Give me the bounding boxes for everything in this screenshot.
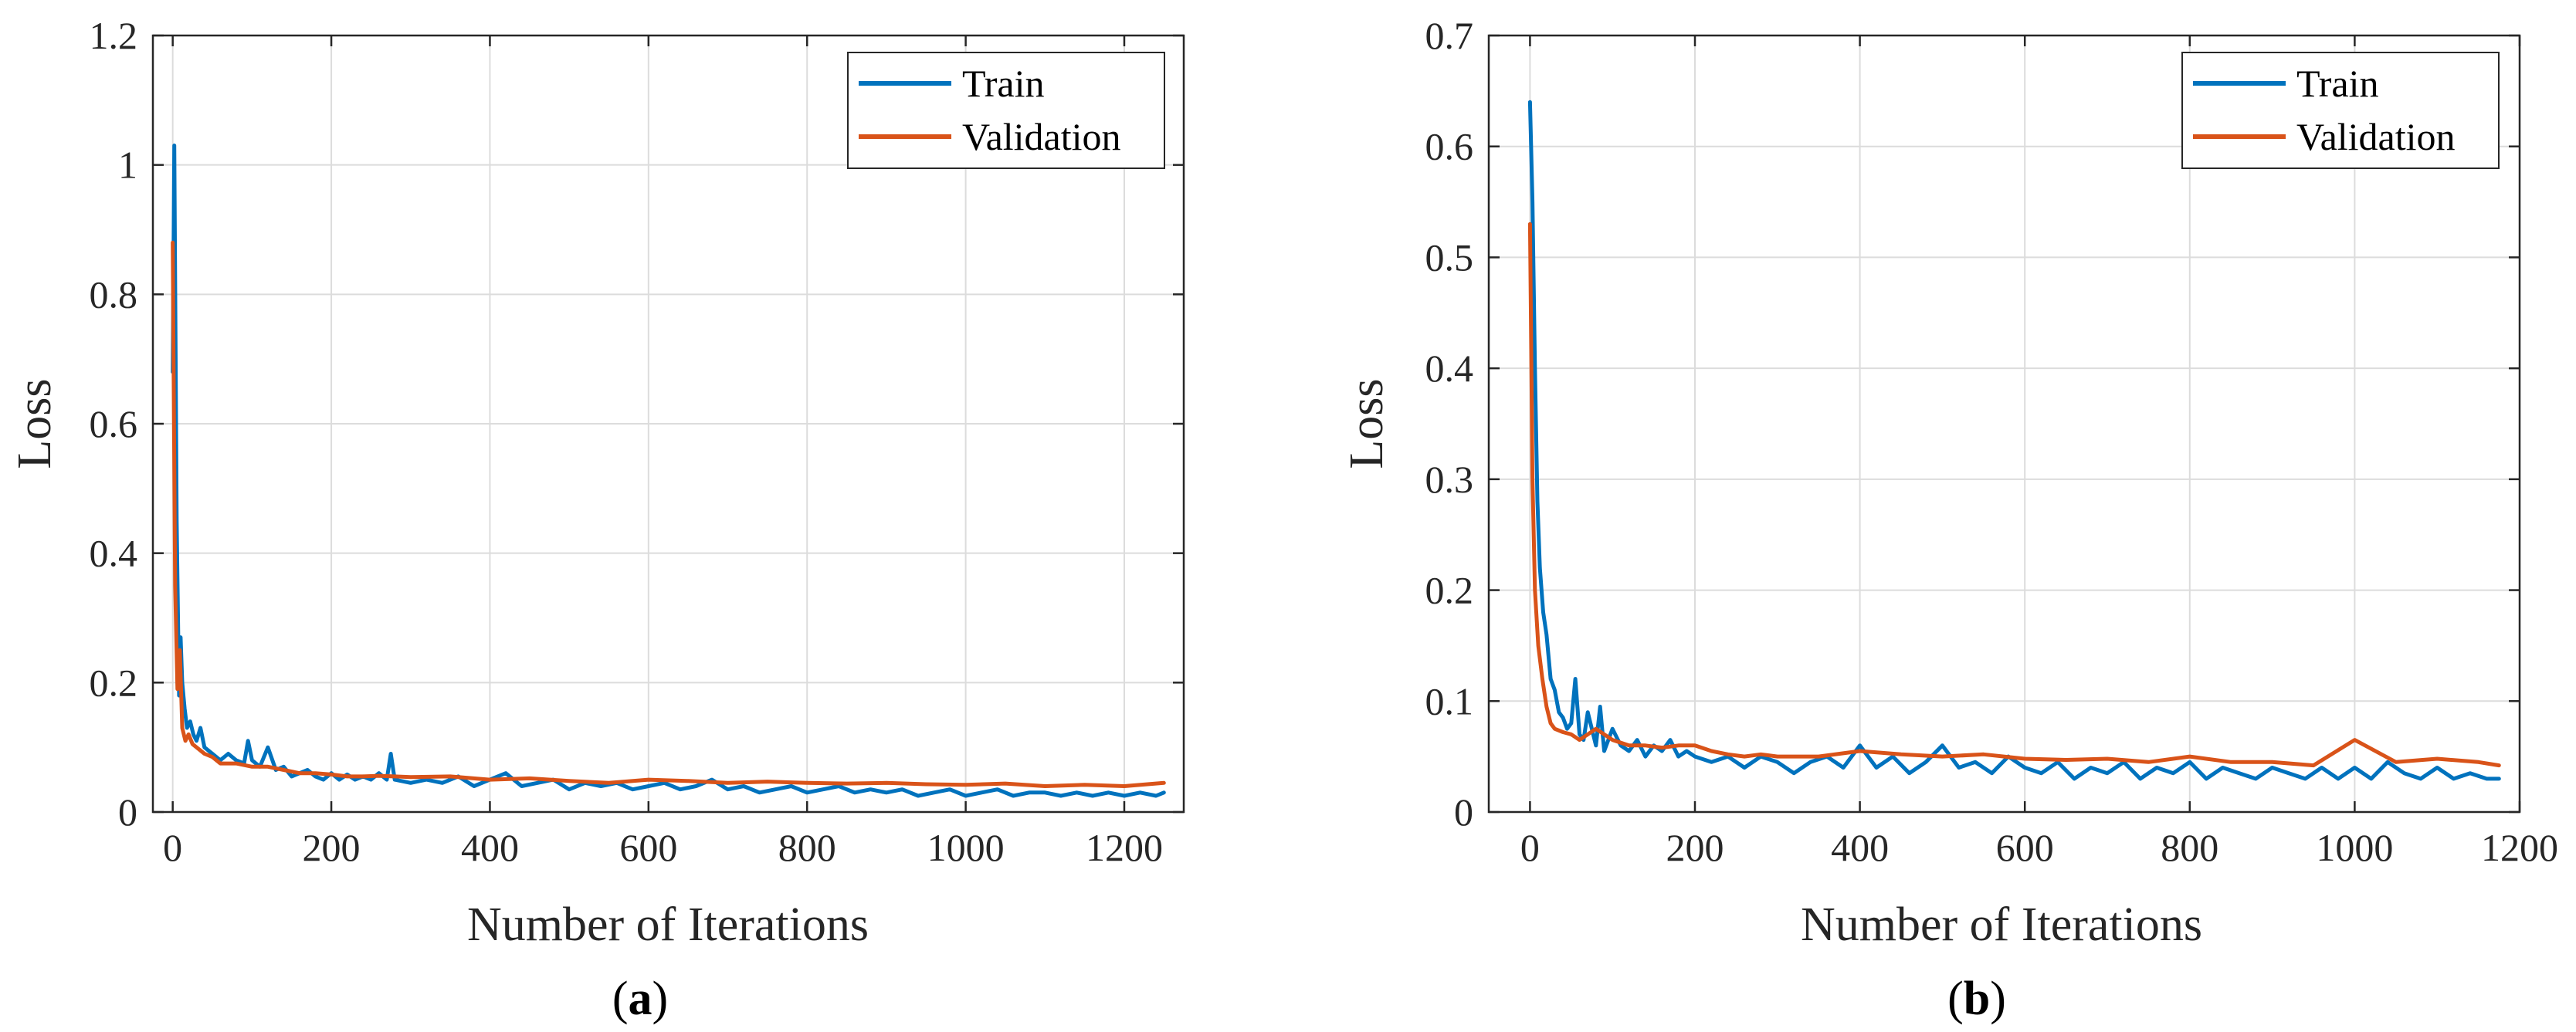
panel-a-series-validation-line (171, 240, 1166, 788)
panel-b-ytick-label: 0.5 (1425, 235, 1474, 279)
panel-a-caption: (a) (612, 973, 668, 1025)
panel-b-xtick-label: 0 (1520, 826, 1540, 869)
panel-b-caption-letter: b (1964, 973, 1990, 1025)
panel-a-xtick-label: 400 (461, 826, 519, 869)
panel-a-ytick-label: 0.2 (90, 661, 138, 704)
panel-b-series (1527, 100, 2501, 781)
panel-a-legend: Train Validation (847, 52, 1165, 169)
panel-b-xlabel: Number of Iterations (1801, 898, 2202, 951)
panel-a: 0 200 400 600 800 1000 1200 0 0.2 0.4 0.6 0.8 1 1.2 T… (8, 14, 1185, 1025)
panel-a-xtick-label: 800 (778, 826, 836, 869)
panel-b-xtick-label: 1000 (2316, 826, 2393, 869)
panel-b-xtick-label: 400 (1831, 826, 1889, 869)
panel-b-legend-validation-label: Validation (2296, 115, 2456, 158)
panel-b-legend-train-label: Train (2296, 62, 2379, 105)
panel-b-ytick-label: 0 (1454, 790, 1473, 834)
panel-b-ylabel: Loss (1341, 378, 1393, 469)
panel-a-ytick-label: 0.6 (90, 402, 138, 445)
panel-b-ticks: 0 200 400 600 800 1000 1200 0 0.1 0.2 0.3 0.4 0.5 0.6… (1425, 14, 2559, 869)
panel-b-ytick-label: 0.4 (1425, 347, 1474, 390)
panel-b-xtick-label: 1200 (2481, 826, 2558, 869)
panel-a-caption-letter: a (629, 973, 652, 1025)
panel-b-xtick-label: 600 (1996, 826, 2054, 869)
panel-a-ytick-label: 0.4 (90, 532, 138, 575)
panel-b-legend-box (2181, 52, 2500, 169)
panel-a-legend-train-label: Train (962, 62, 1045, 105)
panel-b-series-train-line (1527, 100, 2501, 781)
panel-a-xtick-label: 200 (303, 826, 361, 869)
panel-a-series-train-line (171, 144, 1166, 798)
panel-b-ytick-label: 0.3 (1425, 458, 1474, 501)
panel-b-ytick-label: 0.6 (1425, 125, 1474, 168)
panel-a-xtick-label: 600 (619, 826, 677, 869)
panel-b-grid (1489, 35, 2520, 813)
panel-b-axes-box (1487, 34, 2521, 814)
panel-a-legend-box (847, 52, 1165, 169)
panel-b-ytick-label: 0.7 (1425, 14, 1474, 57)
panel-a-ylabel: Loss (8, 378, 61, 469)
panel-b: 0 200 400 600 800 1000 1200 0 0.1 0.2 0.3 0.4 0.5 0.6… (1341, 14, 2558, 1025)
panel-b-xtick-label: 800 (2161, 826, 2218, 869)
panel-a-xtick-label: 1000 (927, 826, 1005, 869)
panel-a-legend-validation-label: Validation (962, 115, 1121, 158)
panel-b-legend: Train Validation (2181, 52, 2500, 169)
panel-b-series-validation-line (1527, 222, 2501, 768)
panel-a-series (171, 144, 1166, 798)
panel-b-ytick-label: 0.2 (1425, 569, 1474, 612)
panel-a-ytick-label: 1 (118, 144, 137, 187)
panel-a-ytick-label: 1.2 (90, 14, 138, 57)
panel-a-xtick-label: 1200 (1086, 826, 1163, 869)
panel-a-ticks: 0 200 400 600 800 1000 1200 0 0.2 0.4 0.6 0.8 1 1.2 (90, 14, 1184, 869)
panel-b-caption: (b) (1947, 973, 2006, 1025)
panel-a-xtick-label: 0 (163, 826, 182, 869)
panel-b-ytick-label: 0.1 (1425, 679, 1474, 722)
panel-a-ytick-label: 0 (118, 790, 137, 834)
panel-a-xlabel: Number of Iterations (467, 898, 869, 951)
panel-a-ytick-label: 0.8 (90, 272, 138, 316)
panel-b-xtick-label: 200 (1666, 826, 1724, 869)
